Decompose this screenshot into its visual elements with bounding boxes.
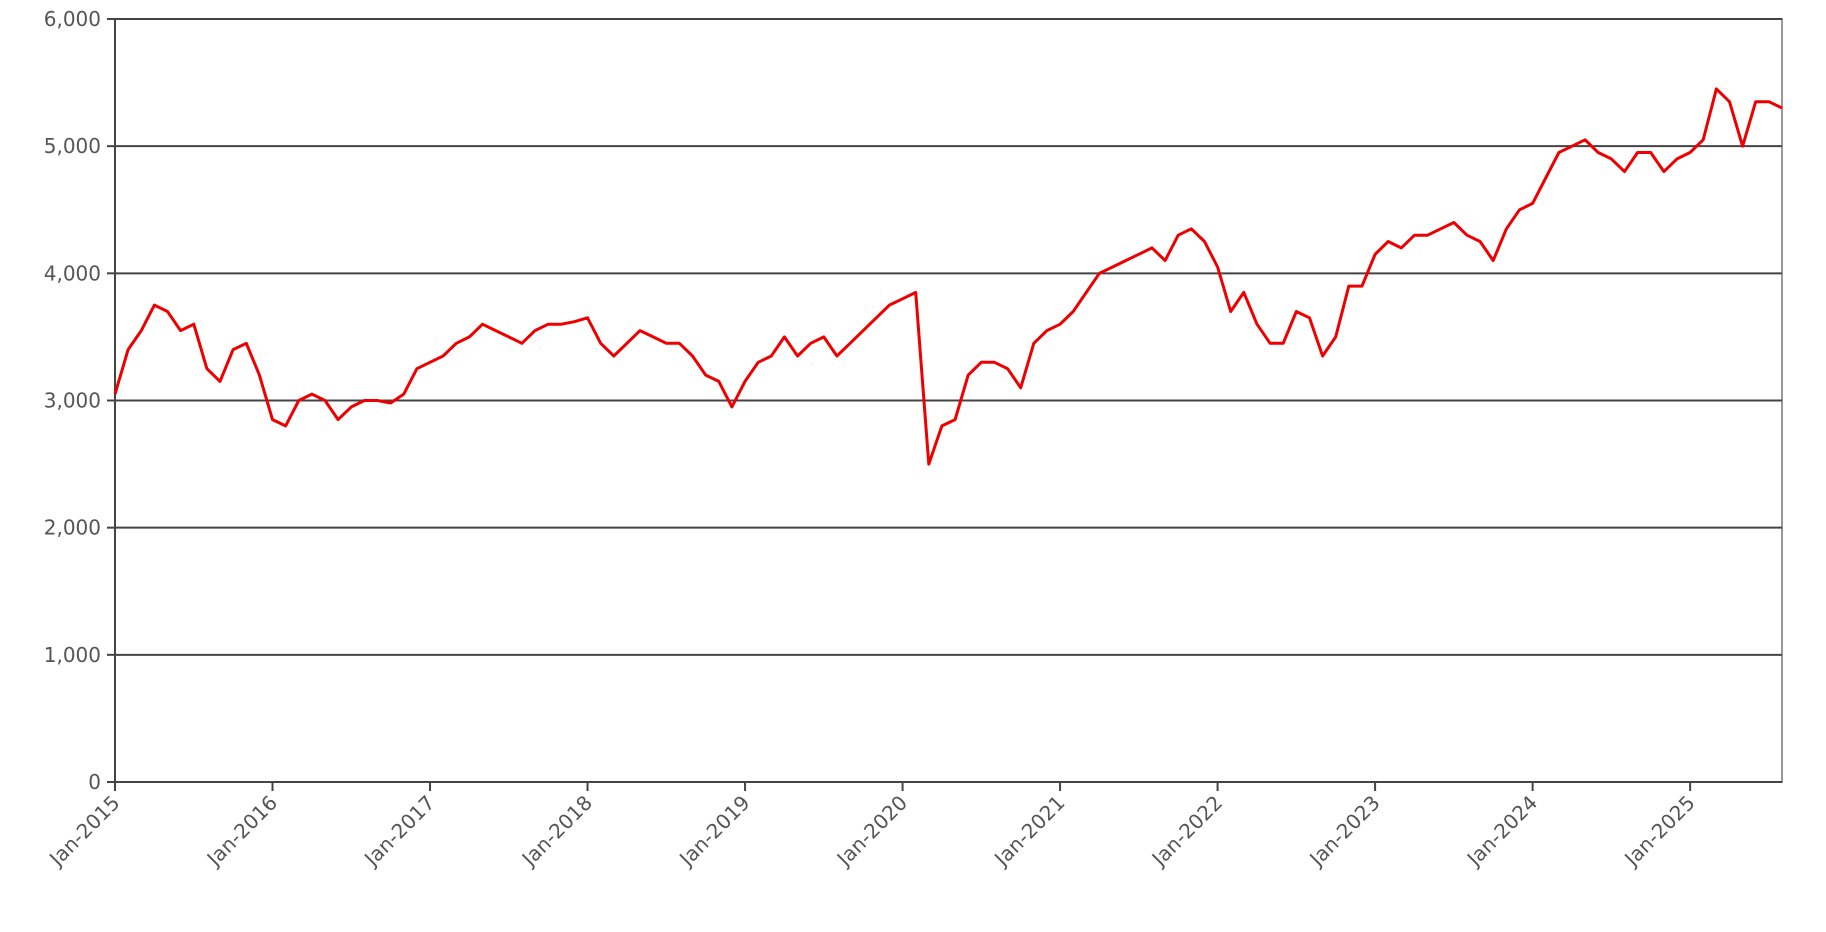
y-tick-label: 4,000: [44, 261, 101, 285]
x-tick-label: Jan-2018: [516, 791, 597, 872]
y-tick-label: 6,000: [44, 7, 101, 31]
line: [113, 87, 1783, 466]
x-tick-label: Jan-2016: [201, 791, 282, 872]
x-tick-label: Jan-2022: [1146, 791, 1227, 872]
y-tick-label: 2,000: [44, 516, 101, 540]
x-tick-label: Jan-2021: [988, 791, 1069, 872]
y-tick-label: 5,000: [44, 134, 101, 158]
y-tick-label: 1,000: [44, 643, 101, 667]
x-tick-label: Jan-2025: [1618, 791, 1699, 872]
y-tick-label: 3,000: [44, 389, 101, 413]
x-tick-label: Jan-2019: [673, 791, 754, 872]
x-tick-label: Jan-2015: [43, 791, 124, 872]
x-tick-label: Jan-2024: [1461, 791, 1542, 872]
y-tick-label: 0: [88, 770, 101, 794]
x-tick-label: Jan-2017: [358, 791, 439, 872]
x-tick-label: Jan-2023: [1303, 791, 1384, 872]
x-tick-label: Jan-2020: [831, 791, 912, 872]
